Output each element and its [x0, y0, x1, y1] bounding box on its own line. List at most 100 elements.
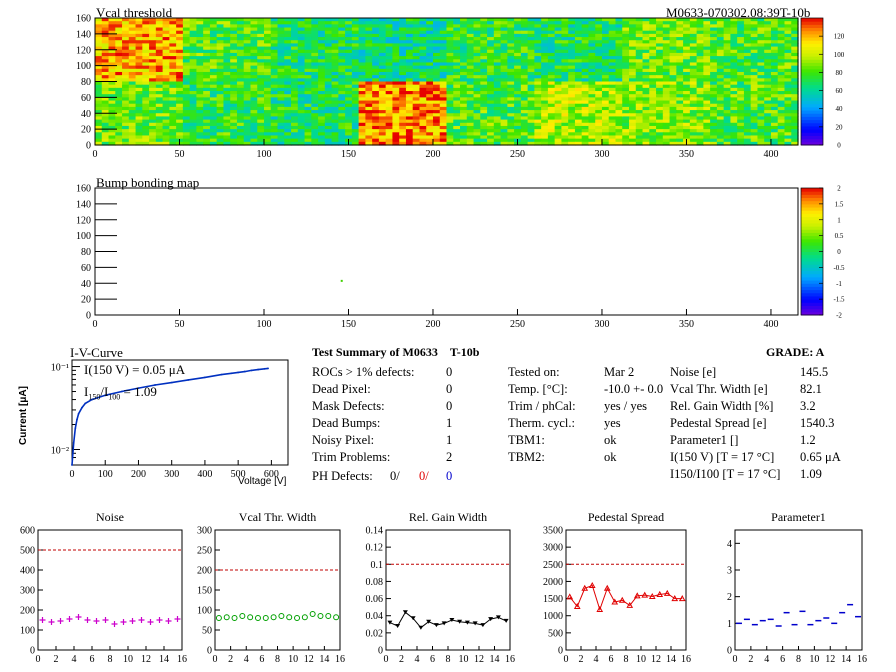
- map-cell: [351, 18, 360, 22]
- map-cell: [345, 40, 353, 44]
- map-cell: [493, 129, 502, 133]
- map-cell: [338, 40, 346, 44]
- map-cell: [446, 27, 454, 32]
- map-cell: [365, 106, 373, 111]
- map-cell: [318, 132, 326, 137]
- map-cell: [419, 125, 427, 130]
- map-cell: [703, 18, 711, 22]
- map-cell: [480, 141, 488, 146]
- map-cell: [710, 141, 718, 146]
- map-cell: [770, 65, 779, 70]
- summary-right-label: I(150 V) [T = 17 °C]: [670, 450, 775, 464]
- map-cell: [236, 27, 245, 32]
- map-cell: [689, 91, 698, 95]
- map-cell: [784, 52, 792, 57]
- map-cell: [128, 100, 137, 105]
- data-point: [410, 616, 416, 621]
- map-cell: [182, 62, 191, 67]
- map-cell: [541, 46, 549, 51]
- map-cell: [446, 56, 454, 60]
- map-cell: [351, 110, 360, 114]
- map-cell: [649, 59, 657, 64]
- map-cell: [223, 87, 231, 92]
- map-cell: [162, 138, 170, 143]
- map-cell: [453, 65, 461, 70]
- map-cell: [466, 75, 475, 79]
- mini-x-tick-label: 2: [399, 654, 404, 665]
- map-cell: [331, 65, 339, 70]
- map-cell: [629, 56, 637, 60]
- map-cell: [250, 43, 258, 48]
- map-cell: [270, 135, 279, 140]
- map-cell: [149, 122, 157, 127]
- map-cell: [385, 40, 394, 44]
- map-cell: [162, 106, 170, 111]
- map-cell: [615, 103, 623, 108]
- map-cell: [750, 132, 759, 137]
- map-cell: [527, 106, 535, 111]
- map-cell: [331, 27, 339, 32]
- map-cell: [311, 87, 319, 92]
- map-cell: [439, 119, 448, 124]
- map-cell: [318, 141, 326, 146]
- map-cell: [730, 62, 738, 67]
- map-cell: [263, 103, 272, 108]
- map-cell: [162, 21, 170, 25]
- iv-x-tick-label: 400: [197, 469, 212, 480]
- mini-x-tick-label: 0: [733, 654, 738, 665]
- map-cell: [574, 56, 583, 60]
- map-cell: [568, 141, 576, 146]
- map-cell: [304, 87, 312, 92]
- map-cell: [169, 116, 177, 121]
- map-cell: [723, 91, 732, 95]
- map-cell: [142, 62, 150, 67]
- map-cell: [493, 119, 502, 124]
- map-cell: [196, 24, 204, 29]
- map-cell: [493, 18, 502, 22]
- map-cell: [514, 135, 522, 140]
- map-cell: [588, 59, 596, 64]
- map-cell: [263, 87, 272, 92]
- mini-x-tick-label: 4: [72, 654, 77, 665]
- map-cell: [635, 18, 644, 22]
- mini-x-tick-label: 4: [415, 654, 420, 665]
- map-cell: [554, 87, 563, 92]
- map-cell: [149, 40, 157, 44]
- map-cell: [622, 59, 630, 64]
- map-cell: [466, 141, 475, 146]
- map-cell: [777, 135, 786, 140]
- map-cell: [209, 18, 218, 22]
- map-cell: [392, 75, 400, 79]
- map-cell: [365, 81, 373, 86]
- map-cell: [142, 84, 150, 89]
- map-cell: [284, 27, 292, 32]
- map-cell: [392, 103, 400, 108]
- map-cell: [351, 46, 360, 51]
- map-cell: [365, 40, 373, 44]
- map-cell: [716, 106, 725, 111]
- map-cell: [764, 49, 772, 54]
- map-cell: [554, 97, 563, 102]
- map-cell: [460, 113, 468, 118]
- map-cell: [622, 33, 630, 38]
- map-cell: [338, 91, 346, 95]
- map-cell: [250, 75, 258, 79]
- map-cell: [676, 43, 684, 48]
- map-cell: [507, 125, 515, 130]
- map-cell: [196, 97, 204, 102]
- map-cell: [304, 103, 312, 108]
- map-cell: [101, 62, 110, 67]
- colorbar-tick-label: 1: [837, 216, 841, 224]
- map-cell: [574, 141, 583, 146]
- map-cell: [500, 71, 508, 76]
- map-cell: [757, 37, 765, 41]
- map-cell: [439, 65, 448, 70]
- map-cell: [392, 21, 400, 25]
- map-cell: [223, 113, 231, 118]
- map-cell: [155, 122, 164, 127]
- mini-x-tick-label: 8: [108, 654, 113, 665]
- map-cell: [297, 37, 306, 41]
- map-cell: [696, 65, 704, 70]
- map-cell: [723, 30, 732, 35]
- map-cell: [358, 91, 366, 95]
